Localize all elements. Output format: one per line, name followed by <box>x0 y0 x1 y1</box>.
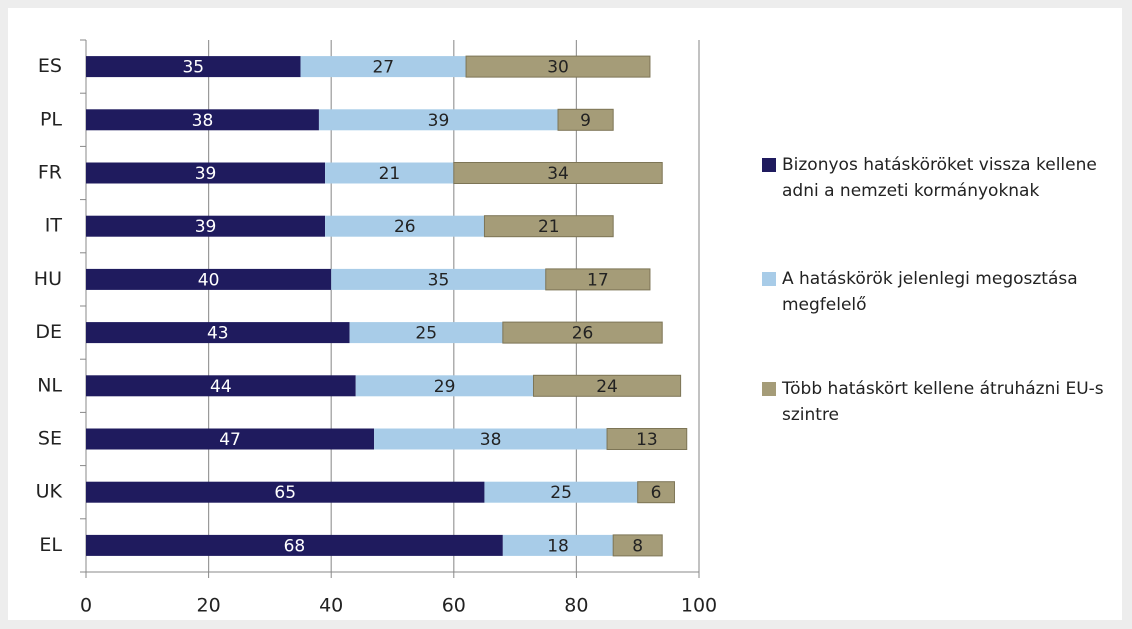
bar-segment <box>349 322 503 344</box>
y-tick-label: EL <box>39 534 62 556</box>
data-label: 21 <box>379 164 401 184</box>
data-label: 38 <box>192 111 214 131</box>
y-tick-label: ES <box>38 55 62 77</box>
bar-segment <box>86 428 375 450</box>
bar-segment <box>325 215 485 237</box>
bar-segment <box>86 481 485 503</box>
data-label: 6 <box>651 483 662 503</box>
data-label: 30 <box>547 58 569 78</box>
bar-segment <box>300 56 467 78</box>
bar-segment <box>502 321 663 344</box>
y-tick-label: PL <box>40 108 62 130</box>
data-label: 39 <box>195 217 217 237</box>
bar-segment <box>86 322 350 344</box>
data-label: 34 <box>547 164 569 184</box>
y-tick-label: HU <box>34 268 62 290</box>
bar-segment <box>318 109 559 131</box>
y-tick-label: UK <box>36 481 63 503</box>
data-label: 68 <box>284 536 306 556</box>
data-label: 39 <box>195 164 217 184</box>
bar-segment <box>612 534 663 557</box>
data-label: 9 <box>580 111 591 131</box>
data-label: 21 <box>538 217 560 237</box>
data-label: 17 <box>587 270 609 290</box>
data-label: 18 <box>547 536 569 556</box>
x-tick-label: 60 <box>442 595 466 617</box>
data-label: 38 <box>480 430 502 450</box>
data-label: 29 <box>434 377 456 397</box>
bar-segment <box>86 162 326 184</box>
bar-segment <box>484 481 638 503</box>
legend-entry: Bizonyos hatásköröket vissza kellene adn… <box>762 152 1122 204</box>
data-label: 44 <box>210 377 232 397</box>
bar-segment <box>637 481 675 504</box>
legend-swatch <box>762 158 776 172</box>
legend-swatch <box>762 272 776 286</box>
y-tick-label: FR <box>38 162 62 184</box>
data-label: 40 <box>198 270 220 290</box>
bar-segment <box>532 374 682 397</box>
data-label: 35 <box>428 270 450 290</box>
bar-segment <box>355 375 534 397</box>
bar-segment <box>86 56 301 78</box>
data-label: 25 <box>415 324 437 344</box>
data-label: 26 <box>572 324 594 344</box>
x-tick-label: 40 <box>319 595 343 617</box>
data-label: 35 <box>182 58 204 78</box>
bar-segment <box>453 162 663 184</box>
legend-label: Több hatáskört kellene átruházni EU-s sz… <box>782 379 1104 425</box>
y-tick-label: SE <box>38 428 62 450</box>
x-tick-label: 0 <box>80 595 92 617</box>
bar-segment <box>86 215 326 237</box>
data-label: 25 <box>550 483 572 503</box>
y-tick-label: IT <box>45 215 63 237</box>
bar-segment <box>86 109 319 131</box>
bar-segment <box>545 268 651 291</box>
bar-segment <box>502 534 614 556</box>
bar-segment <box>86 268 332 290</box>
x-tick-label: 100 <box>681 595 717 617</box>
bar-segment <box>331 268 546 290</box>
data-label: 24 <box>596 377 618 397</box>
data-label: 27 <box>372 58 394 78</box>
data-label: 47 <box>219 430 241 450</box>
data-label: 39 <box>428 111 450 131</box>
data-label: 43 <box>207 324 229 344</box>
bar-segment <box>483 215 614 238</box>
data-label: 65 <box>274 483 296 503</box>
data-label: 8 <box>632 536 643 556</box>
x-tick-label: 80 <box>564 595 588 617</box>
bar-segment <box>325 162 454 184</box>
legend-label: Bizonyos hatásköröket vissza kellene adn… <box>782 155 1097 201</box>
bar-segment <box>557 108 614 131</box>
legend-label: A hatáskörök jelenlegi megosztása megfel… <box>782 269 1078 315</box>
bar-segment <box>86 375 356 397</box>
y-tick-label: NL <box>37 374 62 396</box>
x-tick-label: 20 <box>197 595 221 617</box>
bar-segment <box>465 55 651 78</box>
bar-segment <box>374 428 608 450</box>
bar-segment <box>86 534 503 556</box>
legend-entry: A hatáskörök jelenlegi megosztása megfel… <box>762 266 1122 318</box>
legend-swatch <box>762 382 776 396</box>
data-label: 26 <box>394 217 416 237</box>
legend-entry: Több hatáskört kellene átruházni EU-s sz… <box>762 376 1122 428</box>
y-tick-label: DE <box>35 321 62 343</box>
data-label: 13 <box>636 430 658 450</box>
bar-segment <box>606 428 688 450</box>
